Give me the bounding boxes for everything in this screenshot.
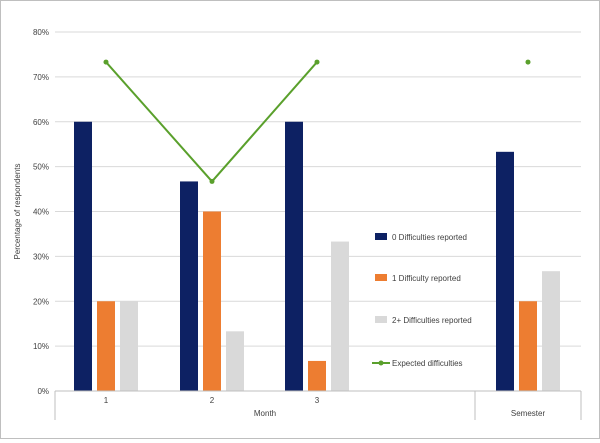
bar: [226, 331, 244, 391]
legend-swatch: [375, 274, 387, 281]
y-axis-title: Percentage of respondents: [13, 163, 22, 259]
y-tick-label: 30%: [33, 252, 49, 261]
legend-swatch: [375, 316, 387, 323]
y-tick-label: 60%: [33, 118, 49, 127]
bar: [331, 241, 349, 391]
bar: [542, 271, 560, 391]
expected-point: [209, 178, 215, 184]
y-tick-label: 20%: [33, 297, 49, 306]
y-tick-label: 10%: [33, 342, 49, 351]
expected-line: [103, 59, 531, 184]
bar: [519, 301, 537, 391]
expected-point: [525, 59, 531, 65]
y-tick-label: 50%: [33, 163, 49, 172]
x-tick-label: 3: [315, 396, 320, 405]
y-tick-label: 40%: [33, 208, 49, 217]
y-tick-label: 70%: [33, 73, 49, 82]
bar: [285, 121, 303, 391]
legend: 0 Difficulties reported 1 Difficulty repo…: [372, 233, 472, 368]
bar: [203, 211, 221, 391]
legend-label: 2+ Difficulties reported: [392, 316, 472, 325]
bar: [308, 360, 326, 391]
bar: [74, 121, 92, 391]
x-tick-label: 2: [210, 396, 215, 405]
legend-marker: [378, 360, 384, 366]
expected-point: [314, 59, 320, 65]
x-group-label-semester: Semester: [511, 409, 546, 418]
legend-label: 0 Difficulties reported: [392, 233, 467, 242]
bars: [74, 121, 560, 391]
y-tick-label: 0%: [37, 387, 49, 396]
y-tick-label: 80%: [33, 28, 49, 37]
bar: [496, 151, 514, 391]
expected-point: [103, 59, 109, 65]
y-axis-ticks: 0% 10% 20% 30% 40% 50% 60% 70% 80%: [33, 28, 49, 396]
x-group-label-month: Month: [254, 409, 276, 418]
bar: [97, 301, 115, 391]
gridlines: [55, 31, 581, 392]
bar: [120, 301, 138, 391]
bar: [180, 181, 198, 391]
legend-label: 1 Difficulty reported: [392, 274, 461, 283]
x-tick-label: 1: [104, 396, 109, 405]
legend-swatch: [375, 233, 387, 240]
x-axis: 1 2 3 Month Semester: [54, 390, 582, 420]
legend-label: Expected difficulties: [392, 359, 463, 368]
